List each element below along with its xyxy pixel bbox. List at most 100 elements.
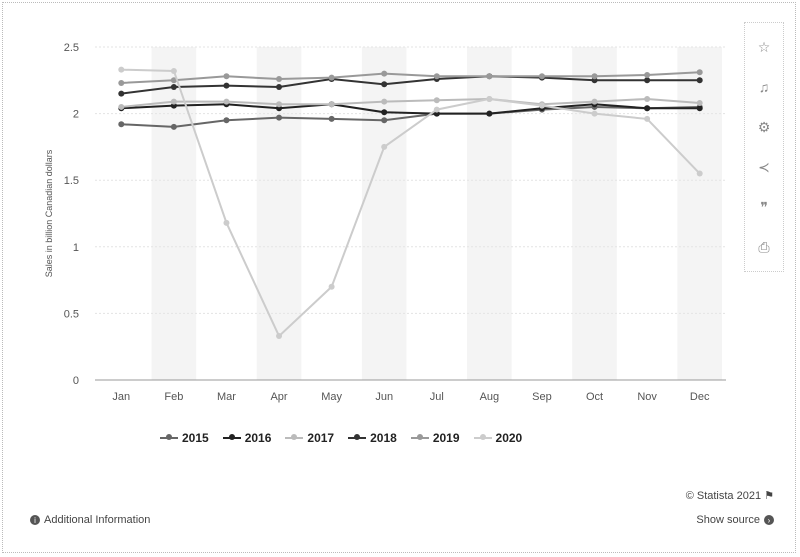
data-point-2017 — [381, 98, 388, 105]
legend-label: 2019 — [432, 431, 460, 445]
data-point-2019 — [170, 77, 177, 84]
data-point-2017 — [696, 99, 703, 106]
data-point-2018 — [223, 82, 230, 89]
legend-swatch — [473, 434, 492, 440]
legend-label: 2020 — [495, 431, 523, 445]
x-tick-label: Nov — [637, 391, 657, 403]
data-point-2015 — [223, 117, 230, 124]
data-point-2015 — [381, 117, 388, 124]
star-icon[interactable]: ☆ — [757, 38, 771, 55]
data-point-2017 — [223, 98, 230, 105]
data-point-2020 — [223, 219, 230, 226]
show-source-label: Show source — [696, 514, 760, 526]
data-point-2017 — [118, 103, 125, 110]
series-line-2018 — [121, 75, 700, 95]
data-point-2020 — [381, 143, 388, 150]
data-point-2016 — [486, 110, 493, 117]
data-point-2019 — [381, 70, 388, 77]
data-point-2020 — [276, 333, 283, 340]
legend-swatch — [348, 434, 367, 440]
legend-label: 2018 — [370, 431, 397, 445]
data-point-2020 — [696, 170, 703, 177]
data-point-2018 — [118, 90, 125, 97]
data-point-2015 — [170, 123, 177, 130]
quote-icon[interactable]: ❞ — [760, 198, 768, 215]
show-source-link[interactable]: Show source › — [696, 514, 774, 526]
settings-icon[interactable]: ⚙ — [757, 118, 771, 135]
data-point-2016 — [644, 105, 651, 112]
x-tick-label: Jan — [112, 391, 130, 403]
data-point-2017 — [644, 95, 651, 102]
chevron-icon: › — [764, 515, 774, 525]
data-point-2020 — [170, 67, 177, 74]
data-point-2020 — [486, 95, 493, 102]
y-tick-label: 0 — [73, 375, 79, 387]
column-band — [256, 47, 302, 380]
data-point-2019 — [276, 75, 283, 82]
x-tick-label: Mar — [217, 391, 236, 403]
data-point-2020 — [328, 283, 335, 290]
data-point-2017 — [170, 98, 177, 105]
data-point-2017 — [433, 97, 440, 104]
legend-label: 2017 — [307, 431, 335, 445]
legend-item-2020[interactable]: 2020 — [473, 431, 523, 445]
data-point-2018 — [276, 83, 283, 90]
data-point-2019 — [591, 73, 598, 80]
legend-item-2019[interactable]: 2019 — [410, 431, 460, 445]
x-tick-label: Sep — [532, 391, 552, 403]
data-point-2017 — [328, 101, 335, 108]
legend-swatch — [285, 434, 304, 440]
y-tick-label: 0.5 — [64, 308, 79, 320]
x-tick-label: May — [321, 391, 342, 403]
additional-info-link[interactable]: i Additional Information — [30, 514, 150, 526]
x-tick-label: Aug — [480, 391, 500, 403]
data-point-2018 — [696, 77, 703, 84]
data-point-2015 — [276, 114, 283, 121]
x-tick-label: Dec — [690, 391, 710, 403]
x-tick-label: Feb — [164, 391, 183, 403]
data-point-2019 — [486, 73, 493, 80]
data-point-2017 — [591, 98, 598, 105]
legend-swatch — [222, 434, 241, 440]
data-point-2020 — [644, 115, 651, 122]
bell-icon[interactable]: ♫ — [758, 79, 770, 95]
info-icon: i — [30, 515, 40, 525]
x-tick-label: Jul — [430, 391, 444, 403]
y-axis-label: Sales in billion Canadian dollars — [44, 149, 54, 277]
series-line-2016 — [121, 103, 700, 115]
data-point-2016 — [381, 109, 388, 116]
series-line-2015 — [121, 105, 700, 128]
data-point-2020 — [538, 102, 545, 109]
data-point-2020 — [433, 106, 440, 113]
series-line-2017 — [121, 97, 700, 108]
data-point-2018 — [644, 77, 651, 84]
print-icon[interactable]: ⎙ — [758, 238, 770, 255]
data-point-2016 — [696, 105, 703, 112]
legend-item-2016[interactable]: 2016 — [222, 431, 272, 445]
chart-legend: 2015 2016 2017 2018 2019 2020 — [160, 428, 560, 448]
y-tick-label: 2 — [73, 109, 79, 121]
legend-item-2018[interactable]: 2018 — [348, 431, 397, 445]
data-point-2019 — [118, 79, 125, 86]
legend-item-2017[interactable]: 2017 — [285, 431, 334, 445]
column-band — [677, 47, 722, 380]
legend-item-2015[interactable]: 2015 — [160, 431, 209, 445]
data-point-2018 — [381, 81, 388, 88]
y-tick-label: 1 — [73, 242, 79, 254]
x-tick-label: Oct — [586, 391, 603, 403]
legend-swatch — [160, 434, 178, 440]
data-point-2019 — [433, 73, 440, 80]
y-tick-label: 1.5 — [64, 175, 79, 187]
legend-label: 2016 — [244, 431, 272, 445]
data-point-2019 — [538, 73, 545, 80]
data-point-2017 — [276, 101, 283, 108]
share-icon[interactable]: ≺ — [758, 158, 770, 175]
data-point-2019 — [328, 74, 335, 81]
additional-info-label: Additional Information — [44, 514, 151, 526]
x-tick-label: Apr — [270, 391, 287, 403]
column-band — [572, 47, 617, 380]
statista-credit[interactable]: © Statista 2021 ⚑ — [685, 490, 774, 502]
legend-label: 2015 — [182, 431, 209, 445]
